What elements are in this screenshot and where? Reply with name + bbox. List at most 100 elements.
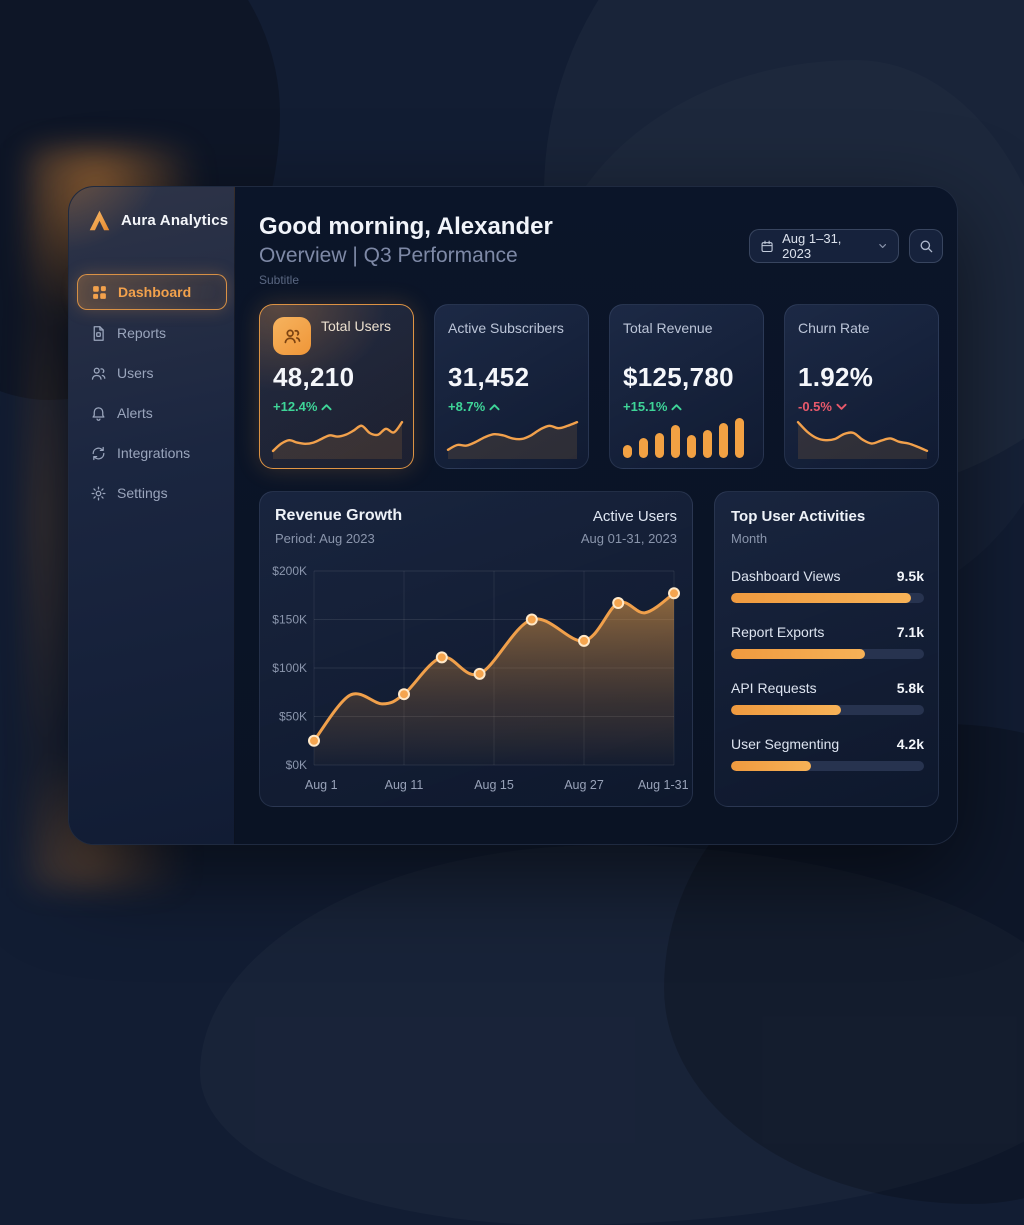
revenue-growth-panel: Revenue Growth Period: Aug 2023 Active U… [259, 491, 693, 807]
background-blob [200, 845, 1024, 1225]
page-subtitle: Subtitle [259, 273, 300, 287]
activity-label: Dashboard Views [731, 568, 841, 584]
revenue-chart[interactable]: $0K $50K $100K $150K $200K Aug 1 Aug 11 Aug 15 A… [260, 556, 694, 806]
top-user-activities-panel: Top User Activities Month Dashboard View… [714, 491, 939, 807]
trend-down-icon [836, 403, 847, 410]
sidebar-item-alerts[interactable]: Alerts [77, 396, 227, 430]
sidebar-item-label: Users [117, 365, 154, 381]
calendar-icon [761, 240, 773, 252]
stat-card-total-revenue[interactable]: Total Revenue $125,780 +15.1% [609, 304, 764, 469]
trend-up-icon [489, 403, 500, 410]
activity-progress-fill [731, 761, 811, 771]
app-name: Aura Analytics [121, 212, 229, 229]
stat-change-label: +15.1% [623, 399, 668, 414]
svg-text:Aug 15: Aug 15 [474, 778, 514, 792]
activity-label: User Segmenting [731, 736, 840, 752]
activity-row: Report Exports 7.1k [731, 624, 924, 659]
trend-up-icon [671, 403, 682, 410]
svg-text:Aug 27: Aug 27 [564, 778, 604, 792]
aura-logo-icon [89, 210, 110, 231]
stat-value: 31,452 [448, 362, 530, 392]
stat-label: Total Revenue [623, 320, 713, 336]
date-range-label: Aug 1–31, 2023 [782, 231, 842, 261]
svg-text:$150K: $150K [272, 613, 307, 627]
svg-text:Aug 1-31: Aug 1-31 [638, 778, 689, 792]
dashboard-icon [93, 285, 106, 299]
chart-legend-range: Aug 01-31, 2023 [580, 531, 677, 546]
integrations-icon [92, 446, 105, 460]
activity-value: 4.2k [896, 736, 924, 752]
alerts-icon [92, 406, 105, 421]
stat-label: Active Subscribers [448, 320, 564, 336]
search-button[interactable] [909, 229, 943, 263]
chart-title: Revenue Growth [275, 507, 403, 524]
svg-text:Aug 1: Aug 1 [305, 778, 338, 792]
stat-change: +15.1% [623, 399, 682, 414]
page-title: Good morning, Alexander [259, 213, 553, 240]
settings-icon [91, 485, 106, 501]
sparkline-chart [446, 420, 579, 459]
svg-text:Aug 11: Aug 11 [385, 778, 424, 792]
activity-progress-track [731, 649, 924, 659]
svg-text:$50K: $50K [279, 710, 307, 724]
stat-change-label: +12.4% [273, 399, 318, 414]
activity-value: 5.8k [896, 680, 924, 696]
stat-change: +8.7% [448, 399, 500, 414]
sidebar-item-label: Integrations [117, 445, 191, 461]
chevron-down-icon [878, 244, 886, 248]
activity-label: API Requests [731, 680, 817, 696]
sidebar-item-label: Alerts [117, 405, 153, 421]
sidebar-item-label: Dashboard [118, 284, 192, 300]
stat-value: 1.92% [798, 362, 874, 392]
stat-change-label: +8.7% [448, 399, 486, 414]
stat-label: Total Users [321, 318, 392, 334]
section-title: Overview | Q3 Performance [259, 244, 518, 267]
svg-text:$200K: $200K [272, 564, 307, 578]
activity-label: Report Exports [731, 624, 825, 640]
stat-card-active-subscribers[interactable]: Active Subscribers 31,452 +8.7% [434, 304, 589, 469]
total-users-icon [273, 317, 311, 355]
app-logo: Aura Analytics [87, 208, 228, 233]
activities-title: Top User Activities [731, 508, 866, 525]
stat-change: -0.5% [798, 399, 847, 414]
sidebar: Aura Analytics Dashboard Reports Users [69, 187, 235, 844]
activity-row: Dashboard Views 9.5k [731, 568, 924, 603]
activity-progress-fill [731, 593, 911, 603]
sidebar-item-label: Settings [117, 485, 168, 501]
stat-value: 48,210 [273, 362, 355, 392]
activity-progress-track [731, 705, 924, 715]
activity-progress-track [731, 593, 924, 603]
activity-progress-fill [731, 705, 841, 715]
activity-row: API Requests 5.8k [731, 680, 924, 715]
sidebar-item-settings[interactable]: Settings [77, 476, 227, 510]
sidebar-item-users[interactable]: Users [77, 356, 227, 390]
date-range-picker[interactable]: Aug 1–31, 2023 [749, 229, 899, 263]
dashboard-window: Aura Analytics Dashboard Reports Users [68, 186, 958, 845]
activity-progress-track [731, 761, 924, 771]
main-content: Good morning, Alexander Overview | Q3 Pe… [235, 187, 957, 844]
stat-change-label: -0.5% [798, 399, 832, 414]
activity-progress-fill [731, 649, 866, 659]
activities-period: Month [731, 531, 768, 546]
chart-period: Period: Aug 2023 [275, 531, 375, 546]
stat-card-churn-rate[interactable]: Churn Rate 1.92% -0.5% [784, 304, 939, 469]
activity-value: 9.5k [896, 568, 924, 584]
sidebar-item-dashboard[interactable]: Dashboard [77, 274, 227, 310]
sidebar-item-reports[interactable]: Reports [77, 316, 227, 350]
search-icon [920, 240, 933, 253]
stat-card-total-users[interactable]: Total Users 48,210 +12.4% [259, 304, 414, 469]
reports-icon [93, 325, 104, 341]
sparkline-chart [796, 420, 929, 459]
users-icon [91, 367, 106, 380]
sparkline-chart [271, 420, 404, 459]
mini-bar-chart [623, 414, 754, 458]
activity-row: User Segmenting 4.2k [731, 736, 924, 771]
trend-up-icon [321, 403, 332, 410]
svg-text:$0K: $0K [286, 758, 307, 772]
stat-value: $125,780 [623, 362, 734, 392]
svg-text:$100K: $100K [272, 661, 307, 675]
sidebar-item-integrations[interactable]: Integrations [77, 436, 227, 470]
stat-change: +12.4% [273, 399, 332, 414]
stat-label: Churn Rate [798, 320, 870, 336]
chart-legend-title: Active Users [592, 508, 677, 525]
